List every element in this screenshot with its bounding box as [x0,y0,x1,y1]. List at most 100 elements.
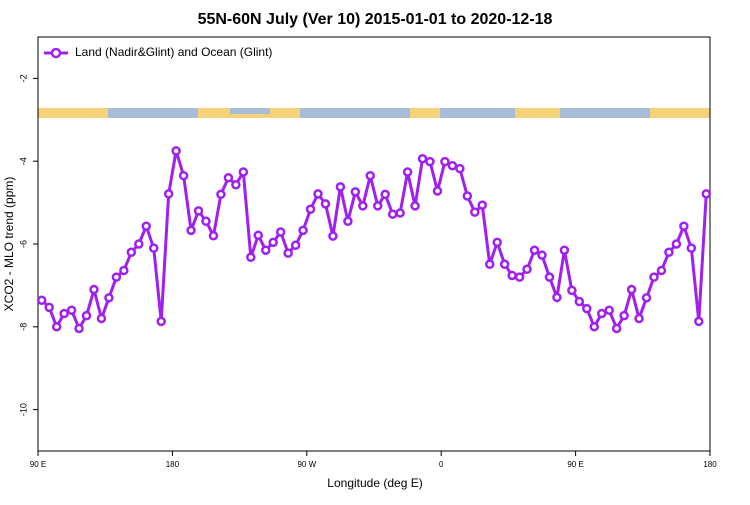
data-point [358,201,368,211]
data-point [223,173,234,183]
data-point [104,293,114,303]
data-point [246,252,256,262]
data-point [275,227,286,237]
x-tick-label: 180 [166,460,180,469]
data-point [119,265,129,276]
data-point [694,316,704,327]
data-point [514,272,525,282]
data-point [178,170,189,181]
data-point [634,313,644,324]
data-point [380,189,390,200]
data-point [201,216,211,226]
data-point [51,322,62,332]
y-axis-label: XCO2 - MLO trend (ppm) [2,177,16,312]
data-point [74,323,84,334]
data-point [582,303,592,314]
data-point [604,305,614,315]
data-point [365,170,376,181]
y-tick-label: -10 [18,403,28,416]
data-point [59,308,69,319]
data-point [455,163,465,174]
data-point [679,221,689,231]
y-tick-label: -2 [18,74,28,82]
legend-marker [50,47,62,59]
legend-label: Land (Nadir&Glint) and Ocean (Glint) [75,45,272,59]
data-point [641,293,652,303]
data-point [499,259,510,270]
data-point [492,237,502,248]
data-point [447,161,458,171]
x-tick-label: 180 [703,460,717,469]
data-point [163,189,174,199]
y-tick-label: -6 [18,240,28,248]
data-point [231,180,241,190]
data-point [148,243,159,253]
data-point [335,182,346,192]
data-point [522,264,532,275]
data-point [671,239,682,249]
data-point [626,284,637,295]
y-tick-label: -4 [18,157,28,165]
data-point [611,323,622,334]
data-point [387,209,398,219]
data-point [589,322,600,332]
data-point [701,189,712,199]
data-point [410,201,420,211]
data-point [484,259,495,270]
data-point [171,146,181,156]
data-point [544,272,555,282]
data-point [134,239,144,249]
data-point [320,199,331,209]
data-point [89,284,99,295]
data-point [686,243,697,253]
data-point [96,313,107,324]
data-point [664,247,674,258]
data-point [126,247,137,258]
x-tick-label: 90 E [30,460,46,469]
data-point [537,250,547,260]
data-point [238,167,249,177]
data-point [66,305,77,315]
chart-title: 55N-60N July (Ver 10) 2015-01-01 to 2020… [198,11,553,28]
data-point [350,187,361,197]
data-point [477,200,488,210]
data-point [432,186,443,196]
data-point [111,272,122,282]
data-point [649,272,659,282]
data-point [253,230,264,241]
map-strip [38,108,710,118]
data-point [402,167,413,177]
data-point [290,240,301,250]
data-point [574,296,585,307]
data-point [313,189,323,199]
data-point [656,265,667,276]
data-point [298,225,308,236]
data-point [395,208,405,218]
data-point [283,248,293,258]
data-point [186,225,196,236]
y-tick-label: -8 [18,323,28,331]
data-point [596,308,607,319]
x-tick-label: 90 E [567,460,583,469]
data-point [208,230,219,241]
data-point [156,316,166,327]
data-point [141,221,152,231]
data-point [507,270,517,281]
data-point [529,245,540,255]
data-point [440,156,450,167]
data-point [552,292,562,303]
data-point [81,310,92,321]
data-point [559,245,570,255]
x-axis-label: Longitude (deg E) [327,476,422,490]
data-point [268,237,278,248]
data-point [36,295,47,306]
data-point [417,153,428,164]
x-tick-label: 90 W [297,460,316,469]
data-point [372,201,383,211]
data-point [343,216,353,226]
data-point [567,285,577,296]
data-point [305,204,316,214]
data-point [462,191,473,201]
data-point [216,189,226,200]
